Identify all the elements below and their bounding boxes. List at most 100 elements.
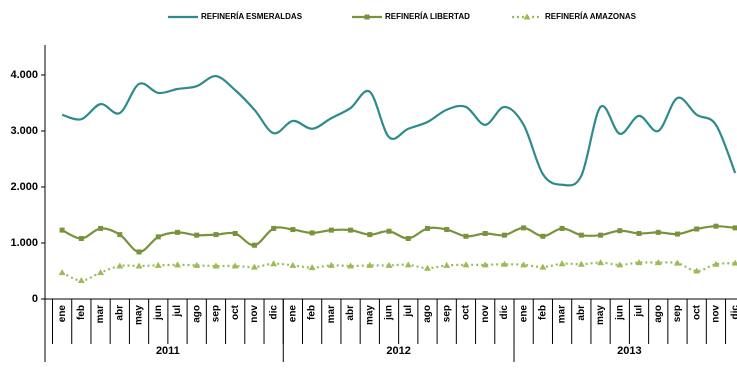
marker [404, 261, 412, 268]
marker [385, 261, 393, 268]
marker [482, 230, 488, 236]
marker [366, 261, 374, 268]
marker [443, 261, 451, 268]
marker [731, 259, 737, 266]
marker [712, 260, 720, 267]
marker [423, 264, 431, 271]
x-tick-label: ene [518, 305, 529, 323]
x-tick-label: dic [268, 305, 279, 320]
marker [462, 261, 470, 268]
marker [540, 233, 546, 239]
y-tick-label: 2.000 [10, 181, 38, 193]
x-tick-label: feb [76, 305, 87, 320]
x-tick-label: dic [499, 305, 510, 320]
group-label: 2013 [617, 345, 641, 357]
marker [271, 225, 277, 231]
marker [732, 225, 737, 231]
marker [117, 232, 123, 238]
x-tick-label: nov [711, 305, 722, 323]
x-tick-label: sep [441, 305, 452, 322]
marker [194, 232, 200, 238]
marker [59, 227, 65, 233]
marker [97, 269, 105, 276]
x-tick-label: feb [307, 305, 318, 320]
marker [655, 229, 661, 235]
x-tick-label: jun [153, 305, 164, 321]
marker [635, 259, 643, 266]
marker [232, 230, 238, 236]
x-tick-label: abr [114, 305, 125, 321]
marker [309, 230, 315, 236]
marker [424, 225, 430, 231]
x-tick-label: ago [653, 305, 664, 323]
legend-label: REFINERÍA AMAZONAS [545, 12, 637, 21]
marker [193, 261, 201, 268]
marker [154, 261, 162, 268]
x-tick-label: mar [95, 305, 106, 323]
marker [213, 232, 219, 238]
legend: REFINERÍA ESMERALDAS REFINERÍA LIBERTAD RE… [168, 12, 637, 21]
y-tick-label: 1.000 [10, 237, 38, 249]
x-tick-label: oct [461, 304, 472, 320]
x-tick-label: sep [672, 305, 683, 322]
marker [58, 269, 66, 276]
marker [173, 261, 181, 268]
marker [617, 228, 623, 234]
x-tick-label: abr [576, 305, 587, 321]
marker [405, 236, 411, 242]
marker [521, 225, 527, 231]
legend-label: REFINERÍA LIBERTAD [385, 12, 470, 21]
x-tick-label: feb [538, 305, 549, 320]
marker [616, 261, 624, 268]
marker [674, 231, 680, 237]
line [61, 225, 736, 254]
marker [539, 263, 547, 270]
marker [694, 226, 700, 232]
x-tick-label: jun [614, 305, 625, 321]
group-label: 2012 [386, 345, 410, 357]
y-tick-label: 3.000 [10, 125, 38, 137]
marker [501, 232, 507, 238]
marker [231, 262, 239, 269]
x-tick-label: ene [57, 305, 68, 323]
x-tick-label: jul [634, 305, 645, 318]
x-tick-label: oct [691, 304, 702, 320]
y-tick-label: 0 [32, 293, 38, 305]
marker [347, 262, 355, 269]
x-tick-label: dic [730, 305, 737, 320]
marker [289, 261, 297, 268]
marker [386, 228, 392, 234]
y-tick-label: 4.000 [10, 69, 38, 81]
legend-label: REFINERÍA ESMERALDAS [201, 12, 303, 21]
marker [155, 234, 161, 240]
marker [693, 267, 701, 274]
marker [136, 249, 142, 255]
marker [327, 261, 335, 268]
marker [174, 229, 180, 235]
x-tick-label: nov [249, 305, 260, 323]
x-tick-label: sep [211, 305, 222, 322]
marker [98, 225, 104, 231]
marker [598, 232, 604, 238]
marker [673, 259, 681, 266]
marker [578, 232, 584, 238]
marker [367, 232, 373, 238]
marker [520, 261, 528, 268]
marker [250, 263, 258, 270]
x-tick-label: mar [557, 305, 568, 323]
marker [270, 260, 278, 267]
marker [597, 259, 605, 266]
marker [78, 236, 84, 242]
line [61, 261, 736, 282]
x-tick-label: ene [288, 305, 299, 323]
marker [559, 225, 565, 231]
marker [328, 227, 334, 233]
x-tick-label: jul [403, 305, 414, 318]
line [61, 75, 737, 187]
marker [481, 261, 489, 268]
marker [290, 227, 296, 233]
marker [444, 227, 450, 233]
x-tick-label: nov [480, 305, 491, 323]
marker [116, 262, 124, 269]
